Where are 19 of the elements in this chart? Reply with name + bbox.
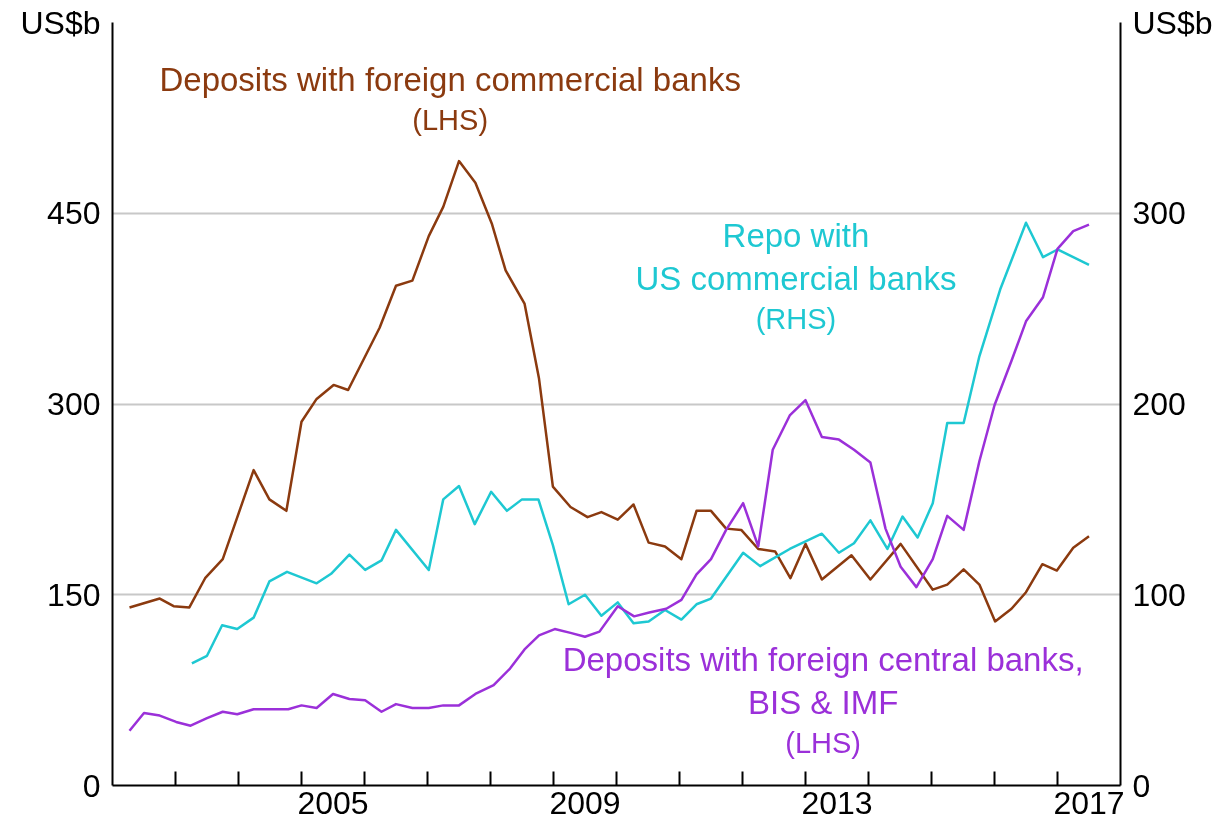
x-tick-label: 2013 <box>801 784 873 816</box>
y-tick-label: 0 <box>82 767 101 804</box>
line-series <box>128 159 1091 623</box>
y2-tick-label: 100 <box>1132 576 1186 613</box>
series-label: Repo with US commercial banks (RHS) <box>635 217 957 336</box>
series-label: Deposits with foreign central banks, BIS & IMF (LHS) <box>562 640 1084 759</box>
series-label: Deposits with foreign commercial banks (LHS) <box>159 60 741 136</box>
y2-tick-label: 0 <box>1132 767 1151 804</box>
line-series <box>128 223 1091 733</box>
x-tick-label: 2005 <box>297 784 369 816</box>
y-tick-label: 450 <box>47 195 101 232</box>
x-tick-label: 2017 <box>1053 784 1125 816</box>
y2-tick-label: 300 <box>1132 195 1186 232</box>
x-tick-label: 2009 <box>549 784 621 816</box>
y-tick-label: 150 <box>47 576 101 613</box>
y2-axis-title: US$b <box>1132 4 1213 41</box>
y-axis-title: US$b <box>20 4 101 41</box>
y-tick-label: 300 <box>47 386 101 422</box>
y2-tick-label: 200 <box>1132 386 1186 422</box>
